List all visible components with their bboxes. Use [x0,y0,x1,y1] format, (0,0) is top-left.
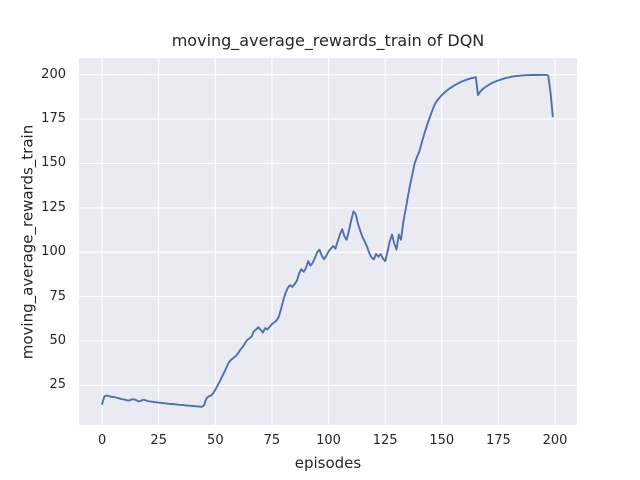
y-tick-label: 175 [41,111,66,127]
x-tick-label: 0 [97,433,107,448]
y-tick-label: 200 [41,66,66,82]
x-axis-label: episodes [294,454,362,472]
y-tick-label: 50 [49,333,66,349]
x-tick-label: 175 [485,433,511,448]
x-tick-label: 25 [150,433,167,448]
x-tick-label: 50 [207,433,224,448]
axes-background [79,58,577,425]
reward-line [101,73,554,408]
chart-title: moving_average_rewards_train of DQN [171,31,485,50]
y-tick-label: 25 [49,377,66,393]
plot-area [79,58,577,425]
y-tick-label: 125 [41,199,66,215]
x-tick-label: 125 [372,433,398,448]
y-tick-label: 100 [41,244,66,260]
y-tick-label: 150 [41,155,66,171]
x-tick-label: 200 [542,433,568,448]
x-tick-label: 100 [316,433,341,448]
line-chart [79,58,577,425]
x-tick-label: 150 [429,433,455,448]
x-tick-label: 75 [263,433,281,448]
y-tick-label: 75 [49,288,66,304]
